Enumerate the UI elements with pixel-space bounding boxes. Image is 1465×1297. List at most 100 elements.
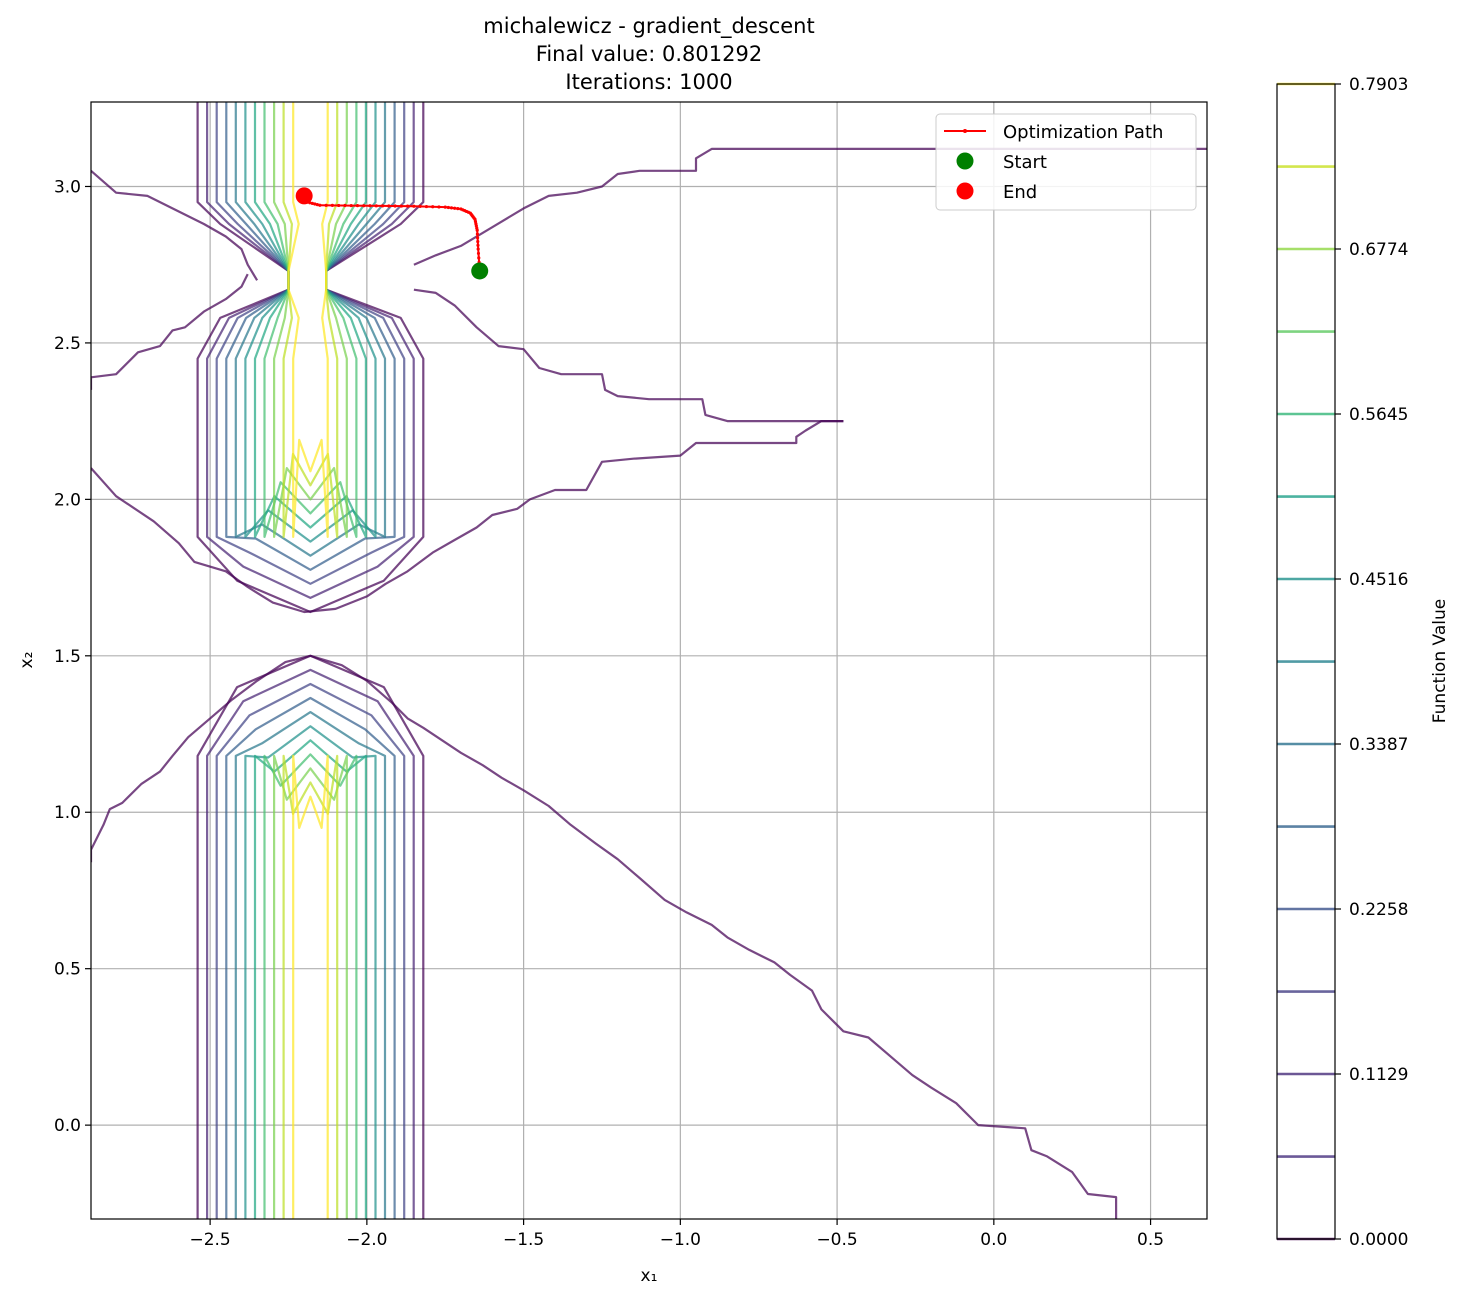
x-tick-label: −0.5 [816,1230,857,1250]
legend-label: End [1003,182,1037,203]
title-line-2: Final value: 0.801292 [536,42,762,66]
contour-line-valley-lower [215,682,406,1219]
path-point [446,205,450,210]
contour-line-valley-lower [196,654,425,1219]
contour-line-outer [91,169,259,281]
path-point [387,204,391,208]
contour-line-valley-upper [287,102,329,539]
colorbar-tick-label: 0.7903 [1349,75,1408,95]
path-point [476,251,481,256]
path-point [349,203,353,208]
path-point [477,256,481,260]
path-point [355,204,360,208]
plot-area: −2.5 −2.0 −1.5 −1.0 −0.5 0.0 0.5 0.0 0.5 1.0 1.5 2… [54,101,1208,1250]
x-tick-label: −1.0 [660,1230,701,1250]
path-point [368,204,372,208]
path-point [374,204,378,208]
path-point [362,204,366,208]
contour-line-valley-lower [273,754,348,1219]
x-tick-label: 0.5 [1137,1230,1164,1250]
y-tick-label: 2.0 [54,490,81,510]
path-point [456,207,460,211]
colorbar-tick-label: 0.4516 [1349,570,1408,590]
y-tick-label: 0.0 [54,1116,81,1136]
colorbar-ticks: 0.0000 0.1129 0.2258 0.3387 0.4516 0.5645 0.67… [1335,75,1408,1250]
plot-background [91,102,1207,1219]
x-axis-ticks: −2.5 −2.0 −1.5 −1.0 −0.5 0.0 0.5 [189,1219,1164,1250]
path-point [315,203,319,207]
colorbar-tick-label: 0.5645 [1349,405,1408,425]
legend-box [935,113,1197,211]
contour-line-outer [413,288,844,423]
path-point [431,205,435,209]
path-point [399,204,403,208]
path-point [476,247,480,251]
path-point [310,201,314,205]
legend-label: Start [1003,152,1047,173]
contour-line-valley-lower [206,668,415,1219]
path-point [437,205,441,209]
colorbar-tick-label: 0.1129 [1349,1065,1408,1085]
chart-title: michalewicz - gradient_descent Final val… [483,14,814,94]
y-tick-label: 0.5 [54,960,81,980]
y-tick-label: 3.0 [54,177,81,197]
path-point [393,204,397,208]
end-marker [295,187,313,205]
path-point [475,232,479,236]
path-point [453,206,457,210]
contour-line-valley-lower [282,754,339,1219]
path-point [343,203,347,208]
x-tick-label: −2.5 [189,1230,230,1250]
path-point [418,204,422,208]
path-point [406,204,410,208]
path-point [443,205,447,209]
contour-line-valley-lower [225,696,396,1219]
plot-frame [90,101,1208,1220]
legend-marker-end [956,182,974,200]
contour-line-valley-lower [263,753,358,1219]
contour-line-valley-lower [244,725,377,1219]
x-tick-label: 0.0 [980,1230,1007,1250]
optimization-path-layer [295,187,489,280]
contour-line-outer [91,654,1118,1219]
path-point [424,204,429,209]
path-point [313,202,317,206]
legend: Optimization Path Start End [935,113,1197,211]
legend-path-dot [963,129,967,133]
contour-line-valley-lower [234,710,387,1219]
colorbar: 0.0000 0.1129 0.2258 0.3387 0.4516 0.5645 0.67… [1276,75,1450,1250]
path-point [318,203,322,207]
path-point [337,203,341,208]
title-line-3: Iterations: 1000 [565,70,732,94]
y-tick-label: 1.0 [54,803,81,823]
colorbar-tick-label: 0.0000 [1349,1230,1408,1250]
path-point [449,206,454,210]
path-point [380,204,385,208]
y-tick-label: 2.5 [54,334,81,354]
path-point [324,203,328,207]
title-line-1: michalewicz - gradient_descent [483,14,814,39]
x-axis-label: x₁ [641,1266,658,1286]
colorbar-tick-label: 0.6774 [1349,240,1408,260]
colorbar-tick-label: 0.2258 [1349,900,1408,920]
colorbar-label: Function Value [1430,599,1450,723]
y-tick-label: 1.5 [54,647,81,667]
path-point [459,207,463,211]
contour-line-valley-lower [292,754,329,1219]
path-point [476,239,480,244]
y-axis-ticks: 0.0 0.5 1.0 1.5 2.0 2.5 3.0 [54,177,91,1136]
colorbar-tick-label: 0.3387 [1349,735,1408,755]
contour-line-outer [91,420,844,614]
contour-line-outer [91,273,249,390]
contour-lines [91,102,1207,1219]
legend-label: Optimization Path [1003,122,1163,143]
path-point [412,204,416,208]
start-marker [471,262,489,280]
x-tick-label: −1.5 [503,1230,544,1250]
colorbar-frame [1276,83,1336,1240]
y-axis-label: x₂ [17,652,37,669]
path-point [476,243,480,247]
contour-line-valley-lower [253,739,367,1219]
x-tick-label: −2.0 [346,1230,387,1250]
path-point [475,236,480,240]
